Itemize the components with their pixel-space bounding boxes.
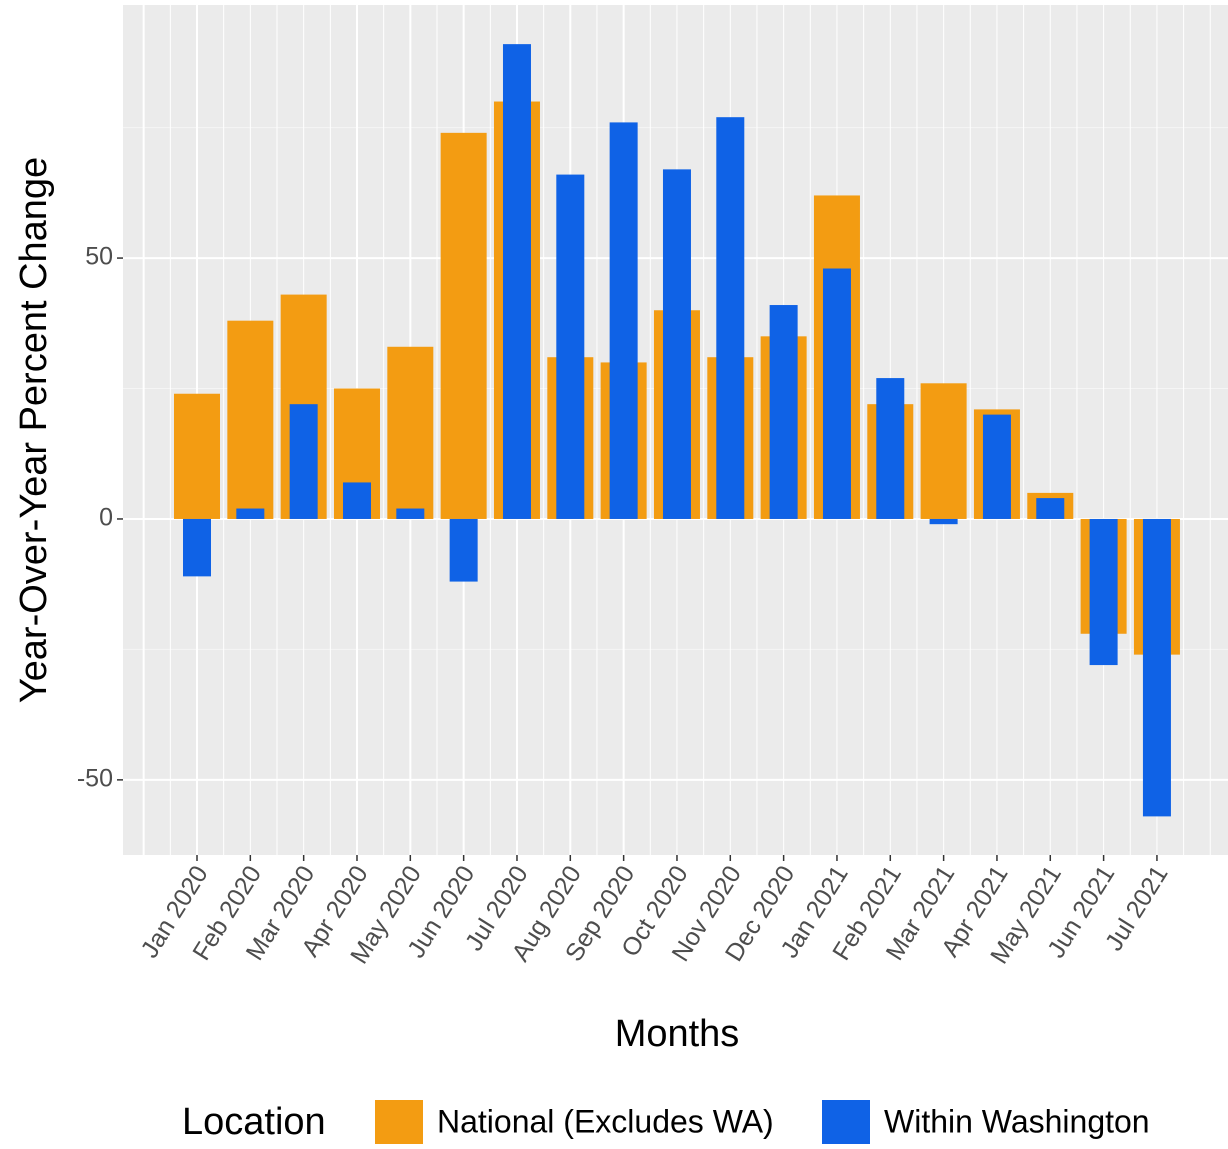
bar [609,122,638,519]
bar [1142,518,1171,817]
legend-label: National (Excludes WA) [437,1103,774,1139]
bar [183,518,211,577]
bar [174,393,220,519]
bar [236,508,265,519]
bar [1089,518,1118,666]
bar [716,117,745,519]
bar [387,346,434,519]
bar [876,378,905,519]
bar [662,169,691,519]
y-tick-label: 0 [99,504,113,532]
bar [449,518,478,582]
y-tick-label: -50 [77,764,113,792]
y-axis-title: Year-Over-Year Percent Change [13,157,55,703]
legend-swatch [375,1100,423,1144]
bar [342,482,371,519]
y-tick-label: 50 [85,243,113,271]
bar [556,174,585,519]
x-axis-title: Months [615,1013,740,1055]
bar [289,404,318,519]
bar [822,268,851,519]
bar [502,44,531,519]
bar [929,518,958,525]
bar [440,132,487,519]
bar [769,305,798,519]
legend-label: Within Washington [884,1103,1150,1139]
bar [982,414,1011,519]
legend-title: Location [182,1101,326,1143]
bar [1036,498,1065,519]
bar [227,320,274,519]
bar [920,383,967,519]
legend-swatch [822,1100,870,1144]
bar [396,508,425,519]
